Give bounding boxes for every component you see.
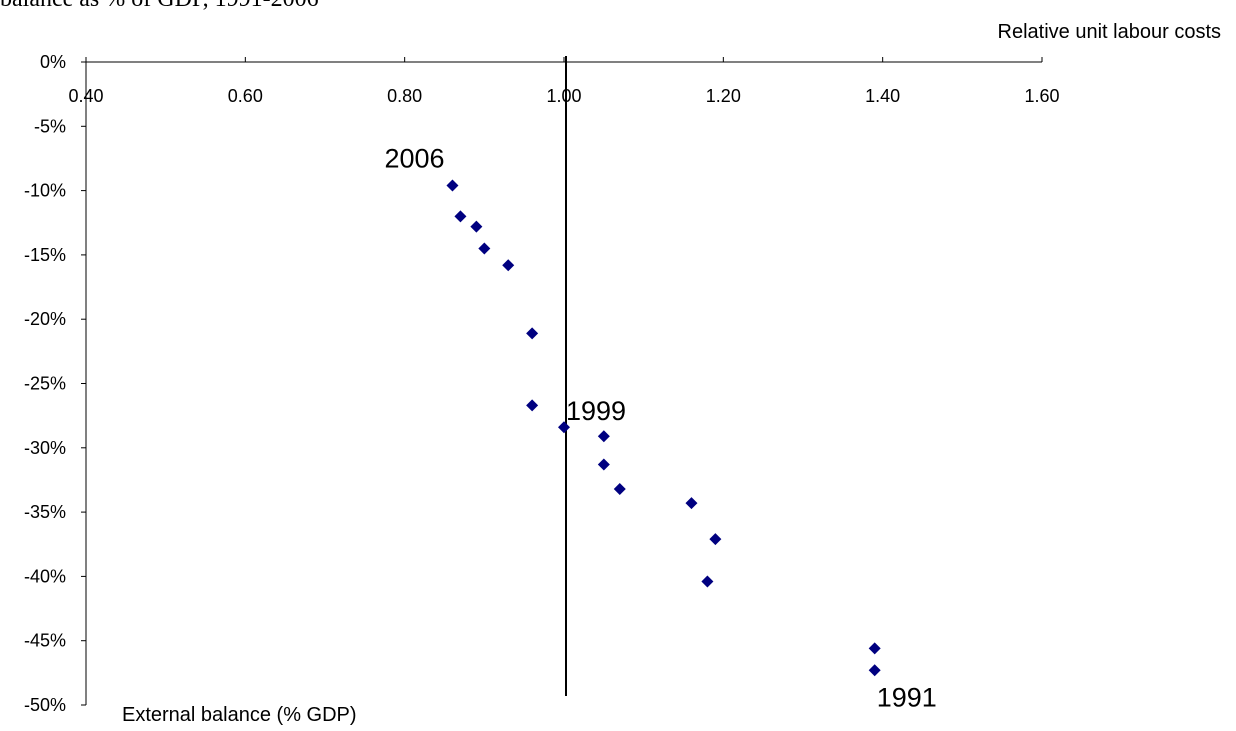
data-point — [613, 482, 626, 495]
data-point — [526, 327, 539, 340]
year-annotation: 2006 — [384, 143, 444, 173]
year-annotation: 1991 — [877, 682, 937, 712]
x-tick-label: 1.00 — [546, 86, 581, 106]
y-tick-label: -30% — [24, 438, 66, 458]
data-point — [446, 179, 459, 192]
year-annotation: 1999 — [566, 396, 626, 426]
data-point — [502, 259, 515, 272]
y-tick-label: -25% — [24, 374, 66, 394]
x-tick-label: 1.20 — [706, 86, 741, 106]
data-points — [446, 179, 881, 677]
x-tick-label: 0.40 — [68, 86, 103, 106]
data-point — [597, 430, 610, 443]
y-tick-label: -10% — [24, 181, 66, 201]
data-point — [597, 458, 610, 471]
y-tick-label: -40% — [24, 566, 66, 586]
point-annotations: 2006 1999 1991 — [384, 143, 936, 712]
y-tick-label: -15% — [24, 245, 66, 265]
data-point — [868, 664, 881, 677]
data-point — [709, 533, 722, 546]
y-axis-ticks: 0% -5% -10% -15% -20% -25% -30% -35% -40% -45% -50… — [24, 52, 86, 715]
x-tick-label: 1.60 — [1024, 86, 1059, 106]
y-tick-label: -45% — [24, 631, 66, 651]
data-point — [478, 242, 491, 255]
y-tick-label: -5% — [34, 116, 66, 136]
y-tick-label: 0% — [40, 52, 66, 72]
data-point — [685, 497, 698, 510]
data-point — [558, 421, 570, 434]
y-tick-label: -50% — [24, 695, 66, 715]
data-point — [470, 220, 483, 233]
x-tick-label: 0.80 — [387, 86, 422, 106]
y-axis-title: External balance (% GDP) — [122, 704, 357, 726]
x-axis-title: Relative unit labour costs — [998, 21, 1221, 43]
data-point — [454, 210, 467, 223]
data-point — [701, 575, 714, 588]
x-tick-label: 0.60 — [228, 86, 263, 106]
chart-title: balance as % of GDP, 1991-2006 — [0, 0, 319, 13]
y-tick-label: -35% — [24, 502, 66, 522]
data-point — [526, 399, 539, 412]
x-tick-label: 1.40 — [865, 86, 900, 106]
x-axis-ticks: 0.40 0.60 0.80 1.00 1.20 1.40 1.60 — [68, 57, 1060, 106]
data-point — [868, 642, 881, 655]
y-tick-label: -20% — [24, 309, 66, 329]
